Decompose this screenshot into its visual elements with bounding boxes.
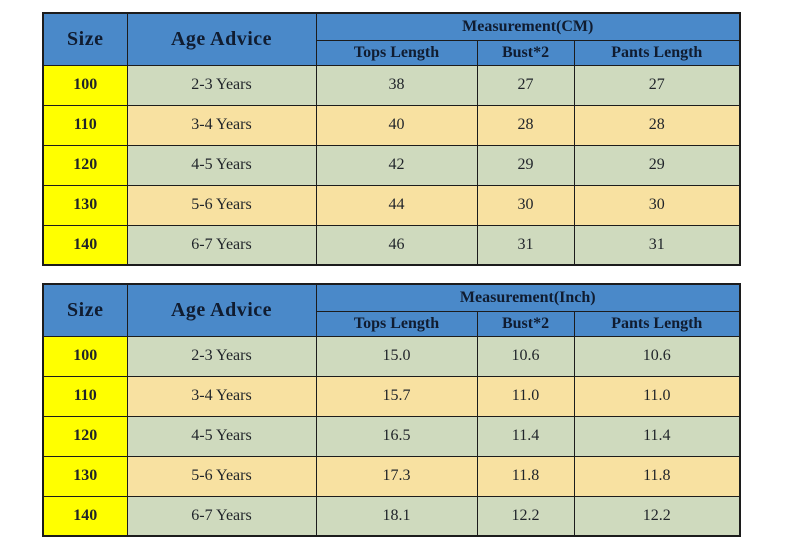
age-cell: 2-3 Years [126, 335, 317, 377]
age-cell: 5-6 Years [126, 184, 317, 226]
tops-length-cell: 17.3 [315, 455, 478, 497]
tops-length-cell: 42 [315, 144, 478, 186]
col-header-pants-length: Pants Length [573, 39, 741, 66]
tops-length-cell: 18.1 [315, 495, 478, 537]
subheader-row: Tops Length Bust*2 Pants Length [43, 39, 741, 66]
table-row: 110 3-4 Years 15.7 11.0 11.0 [42, 375, 741, 417]
bust-cell: 28 [476, 104, 575, 146]
table-row: 130 5-6 Years 17.3 11.8 11.8 [42, 455, 741, 497]
tops-length-cell: 16.5 [315, 415, 478, 457]
pants-length-cell: 10.6 [573, 335, 741, 377]
size-cell: 140 [42, 495, 128, 537]
age-cell: 4-5 Years [126, 415, 317, 457]
size-chart-table-cm: Size Age Advice Measurement(CM) Tops Len… [42, 12, 742, 266]
size-chart-table-inch: Size Age Advice Measurement(Inch) Tops L… [42, 283, 742, 537]
col-header-age-advice: Age Advice [126, 12, 317, 66]
size-cell: 130 [42, 184, 128, 226]
size-cell: 100 [42, 335, 128, 377]
pants-length-cell: 27 [573, 64, 741, 106]
tops-length-cell: 15.7 [315, 375, 478, 417]
age-cell: 3-4 Years [126, 375, 317, 417]
bust-cell: 11.8 [476, 455, 575, 497]
pants-length-cell: 31 [573, 224, 741, 266]
size-cell: 120 [42, 415, 128, 457]
col-header-bust: Bust*2 [476, 39, 575, 66]
age-cell: 5-6 Years [126, 455, 317, 497]
tops-length-cell: 44 [315, 184, 478, 226]
col-header-pants-length: Pants Length [573, 310, 741, 337]
age-cell: 6-7 Years [126, 224, 317, 266]
bust-cell: 11.4 [476, 415, 575, 457]
table-row: 130 5-6 Years 44 30 30 [42, 184, 741, 226]
tops-length-cell: 40 [315, 104, 478, 146]
age-cell: 6-7 Years [126, 495, 317, 537]
size-cell: 110 [42, 375, 128, 417]
bust-cell: 27 [476, 64, 575, 106]
tops-length-cell: 15.0 [315, 335, 478, 377]
header-row: Size Age Advice Measurement(CM) [42, 12, 741, 66]
table-row: 100 2-3 Years 15.0 10.6 10.6 [42, 335, 741, 377]
pants-length-cell: 28 [573, 104, 741, 146]
table-header-inch: Size Age Advice Measurement(Inch) Tops L… [42, 283, 741, 337]
col-header-size: Size [42, 283, 128, 337]
col-header-bust: Bust*2 [476, 310, 575, 337]
bust-cell: 31 [476, 224, 575, 266]
size-cell: 140 [42, 224, 128, 266]
bust-cell: 11.0 [476, 375, 575, 417]
age-cell: 3-4 Years [126, 104, 317, 146]
bust-cell: 29 [476, 144, 575, 186]
col-header-measurement-inch: Measurement(Inch) [315, 283, 741, 312]
table-row: 100 2-3 Years 38 27 27 [42, 64, 741, 106]
table-body-cm: 100 2-3 Years 38 27 27 110 3-4 Years 40 … [42, 64, 741, 266]
pants-length-cell: 12.2 [573, 495, 741, 537]
header-row: Size Age Advice Measurement(Inch) [42, 283, 741, 337]
size-cell: 100 [42, 64, 128, 106]
pants-length-cell: 30 [573, 184, 741, 226]
col-header-tops-length: Tops Length [315, 310, 478, 337]
col-header-age-advice: Age Advice [126, 283, 317, 337]
size-cell: 130 [42, 455, 128, 497]
table-body-inch: 100 2-3 Years 15.0 10.6 10.6 110 3-4 Yea… [42, 335, 741, 537]
pants-length-cell: 11.4 [573, 415, 741, 457]
table-row: 120 4-5 Years 42 29 29 [42, 144, 741, 186]
col-header-measurement-cm: Measurement(CM) [315, 12, 741, 41]
col-header-size: Size [42, 12, 128, 66]
bust-cell: 12.2 [476, 495, 575, 537]
bust-cell: 30 [476, 184, 575, 226]
col-header-tops-length: Tops Length [315, 39, 478, 66]
size-cell: 120 [42, 144, 128, 186]
pants-length-cell: 11.8 [573, 455, 741, 497]
bust-cell: 10.6 [476, 335, 575, 377]
age-cell: 4-5 Years [126, 144, 317, 186]
table-row: 110 3-4 Years 40 28 28 [42, 104, 741, 146]
tops-length-cell: 46 [315, 224, 478, 266]
table-row: 140 6-7 Years 18.1 12.2 12.2 [42, 495, 741, 537]
table-row: 120 4-5 Years 16.5 11.4 11.4 [42, 415, 741, 457]
table-row: 140 6-7 Years 46 31 31 [42, 224, 741, 266]
subheader-row: Tops Length Bust*2 Pants Length [43, 310, 741, 337]
size-cell: 110 [42, 104, 128, 146]
table-header-cm: Size Age Advice Measurement(CM) Tops Len… [42, 12, 741, 66]
tops-length-cell: 38 [315, 64, 478, 106]
pants-length-cell: 29 [573, 144, 741, 186]
age-cell: 2-3 Years [126, 64, 317, 106]
pants-length-cell: 11.0 [573, 375, 741, 417]
